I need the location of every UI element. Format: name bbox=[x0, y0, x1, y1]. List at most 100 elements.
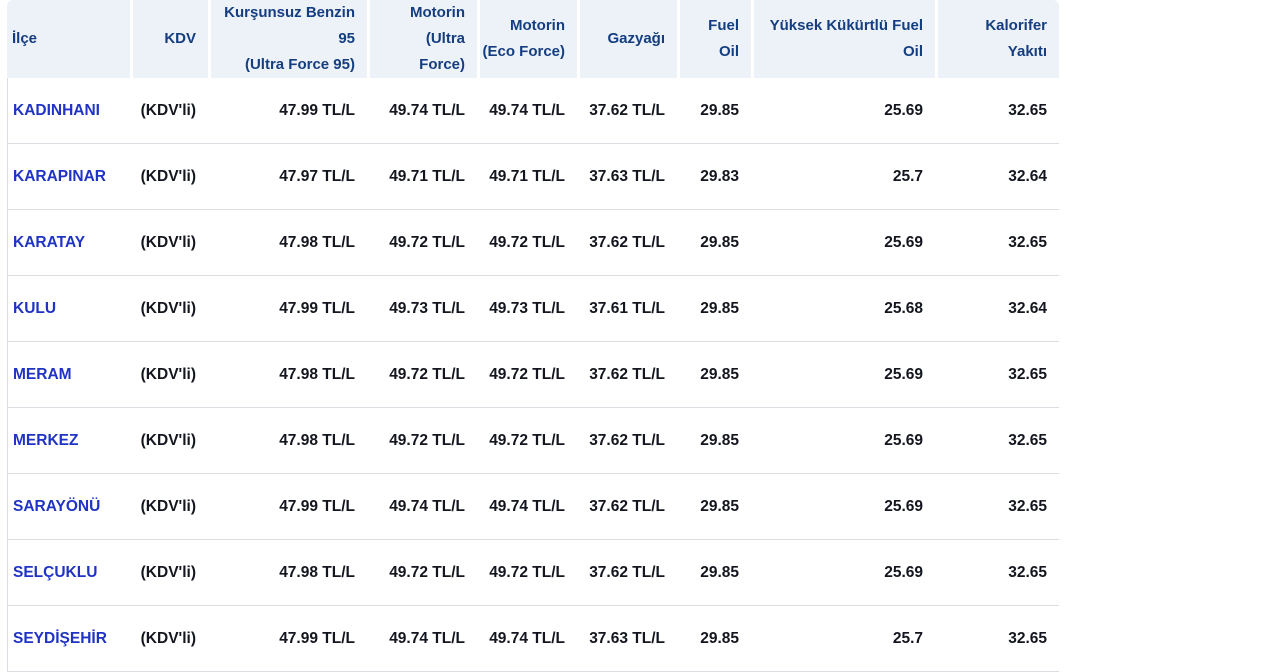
cell-motorin_ultra: 49.73 TL/L bbox=[367, 276, 477, 342]
table-row: SEYDİŞEHİR (KDV'li) 47.99 TL/L 49.74 TL/L 49… bbox=[7, 606, 1059, 672]
district-link[interactable]: MERAM bbox=[13, 365, 72, 383]
column-header-line: Kalorifer bbox=[985, 17, 1047, 34]
district-link[interactable]: SEYDİŞEHİR bbox=[13, 629, 107, 647]
district-link[interactable]: MERKEZ bbox=[13, 431, 79, 449]
district-link[interactable]: KARATAY bbox=[13, 233, 86, 251]
cell-motorin_ultra: 49.74 TL/L bbox=[367, 606, 477, 672]
column-header-kdv: KDV bbox=[130, 0, 208, 78]
cell-benzin95: 47.97 TL/L bbox=[208, 144, 367, 210]
district-link[interactable]: SELÇUKLU bbox=[13, 563, 98, 581]
cell-kdv: (KDV'li) bbox=[130, 78, 208, 144]
district-link[interactable]: SARAYÖNÜ bbox=[13, 497, 101, 515]
table-row: KARAPINAR (KDV'li) 47.97 TL/L 49.71 TL/L 49.… bbox=[7, 144, 1059, 210]
cell-kalorifer: 32.65 bbox=[935, 210, 1059, 276]
table-body: KADINHANI (KDV'li) 47.99 TL/L 49.74 TL/L 49.… bbox=[7, 78, 1059, 672]
cell-yuksek_fuel_oil: 25.69 bbox=[751, 342, 935, 408]
cell-benzin95: 47.99 TL/L bbox=[208, 78, 367, 144]
column-header-line: Fuel bbox=[708, 17, 739, 34]
cell-fuel_oil: 29.85 bbox=[677, 78, 751, 144]
district-link[interactable]: KADINHANI bbox=[13, 101, 100, 119]
cell-gazyagi: 37.62 TL/L bbox=[577, 78, 677, 144]
cell-yuksek_fuel_oil: 25.7 bbox=[751, 144, 935, 210]
fuel-price-table-container: İlçe KDV Kurşunsuz Benzin 95 (Ultra Force 95… bbox=[7, 0, 1059, 672]
cell-motorin_ultra: 49.71 TL/L bbox=[367, 144, 477, 210]
cell-benzin95: 47.99 TL/L bbox=[208, 606, 367, 672]
cell-district: SEYDİŞEHİR bbox=[7, 606, 130, 672]
table-row: KARATAY (KDV'li) 47.98 TL/L 49.72 TL/L 49.72… bbox=[7, 210, 1059, 276]
cell-fuel_oil: 29.85 bbox=[677, 606, 751, 672]
cell-fuel_oil: 29.83 bbox=[677, 144, 751, 210]
cell-kalorifer: 32.65 bbox=[935, 540, 1059, 606]
cell-district: KARAPINAR bbox=[7, 144, 130, 210]
cell-benzin95: 47.98 TL/L bbox=[208, 540, 367, 606]
cell-fuel_oil: 29.85 bbox=[677, 276, 751, 342]
cell-yuksek_fuel_oil: 25.69 bbox=[751, 408, 935, 474]
cell-benzin95: 47.98 TL/L bbox=[208, 210, 367, 276]
cell-yuksek_fuel_oil: 25.69 bbox=[751, 474, 935, 540]
cell-motorin_eco: 49.72 TL/L bbox=[477, 342, 577, 408]
column-header-line: Force) bbox=[419, 56, 465, 73]
cell-motorin_ultra: 49.74 TL/L bbox=[367, 474, 477, 540]
cell-kdv: (KDV'li) bbox=[130, 606, 208, 672]
cell-benzin95: 47.98 TL/L bbox=[208, 342, 367, 408]
cell-gazyagi: 37.62 TL/L bbox=[577, 210, 677, 276]
table-row: KULU (KDV'li) 47.99 TL/L 49.73 TL/L 49.73 TL… bbox=[7, 276, 1059, 342]
cell-motorin_eco: 49.72 TL/L bbox=[477, 540, 577, 606]
column-header-line: Yüksek Kükürtlü Fuel bbox=[769, 17, 923, 34]
cell-district: KADINHANI bbox=[7, 78, 130, 144]
cell-yuksek_fuel_oil: 25.68 bbox=[751, 276, 935, 342]
cell-motorin_ultra: 49.72 TL/L bbox=[367, 540, 477, 606]
column-header-line: Oil bbox=[902, 43, 923, 60]
district-link[interactable]: KARAPINAR bbox=[13, 167, 106, 185]
cell-kalorifer: 32.65 bbox=[935, 408, 1059, 474]
column-header-line: (Eco Force) bbox=[482, 43, 565, 60]
column-header-line: İlçe bbox=[12, 30, 38, 47]
table-row: SARAYÖNÜ (KDV'li) 47.99 TL/L 49.74 TL/L 49.7… bbox=[7, 474, 1059, 540]
cell-kdv: (KDV'li) bbox=[130, 474, 208, 540]
column-header-fuel_oil: Fuel Oil bbox=[677, 0, 751, 78]
cell-benzin95: 47.99 TL/L bbox=[208, 276, 367, 342]
column-header-gazyagi: Gazyağı bbox=[577, 0, 677, 78]
cell-motorin_ultra: 49.74 TL/L bbox=[367, 78, 477, 144]
cell-kalorifer: 32.64 bbox=[935, 276, 1059, 342]
cell-kdv: (KDV'li) bbox=[130, 210, 208, 276]
cell-gazyagi: 37.63 TL/L bbox=[577, 606, 677, 672]
cell-motorin_eco: 49.73 TL/L bbox=[477, 276, 577, 342]
table-row: SELÇUKLU (KDV'li) 47.98 TL/L 49.72 TL/L 49.7… bbox=[7, 540, 1059, 606]
cell-motorin_eco: 49.74 TL/L bbox=[477, 606, 577, 672]
cell-motorin_ultra: 49.72 TL/L bbox=[367, 210, 477, 276]
cell-fuel_oil: 29.85 bbox=[677, 210, 751, 276]
cell-kdv: (KDV'li) bbox=[130, 342, 208, 408]
cell-district: KARATAY bbox=[7, 210, 130, 276]
cell-district: SELÇUKLU bbox=[7, 540, 130, 606]
cell-motorin_ultra: 49.72 TL/L bbox=[367, 342, 477, 408]
cell-kdv: (KDV'li) bbox=[130, 540, 208, 606]
cell-motorin_eco: 49.72 TL/L bbox=[477, 408, 577, 474]
column-header-line: 95 bbox=[338, 30, 355, 47]
column-header-line: Oil bbox=[718, 43, 739, 60]
cell-benzin95: 47.98 TL/L bbox=[208, 408, 367, 474]
cell-motorin_eco: 49.74 TL/L bbox=[477, 78, 577, 144]
cell-fuel_oil: 29.85 bbox=[677, 540, 751, 606]
table-row: MERAM (KDV'li) 47.98 TL/L 49.72 TL/L 49.72 T… bbox=[7, 342, 1059, 408]
cell-fuel_oil: 29.85 bbox=[677, 474, 751, 540]
cell-motorin_eco: 49.72 TL/L bbox=[477, 210, 577, 276]
column-header-line: KDV bbox=[164, 30, 196, 47]
cell-district: MERKEZ bbox=[7, 408, 130, 474]
table-row: MERKEZ (KDV'li) 47.98 TL/L 49.72 TL/L 49.72 … bbox=[7, 408, 1059, 474]
cell-yuksek_fuel_oil: 25.69 bbox=[751, 210, 935, 276]
column-header-line: Yakıtı bbox=[1007, 43, 1047, 60]
district-link[interactable]: KULU bbox=[13, 299, 57, 317]
column-header-line: Motorin bbox=[410, 4, 465, 21]
column-header-line: Motorin bbox=[510, 17, 565, 34]
cell-gazyagi: 37.63 TL/L bbox=[577, 144, 677, 210]
column-header-motorin_eco: Motorin (Eco Force) bbox=[477, 0, 577, 78]
column-header-line: Kurşunsuz Benzin bbox=[224, 4, 355, 21]
table-row: KADINHANI (KDV'li) 47.99 TL/L 49.74 TL/L 49.… bbox=[7, 78, 1059, 144]
cell-gazyagi: 37.62 TL/L bbox=[577, 540, 677, 606]
cell-district: KULU bbox=[7, 276, 130, 342]
cell-benzin95: 47.99 TL/L bbox=[208, 474, 367, 540]
cell-motorin_eco: 49.74 TL/L bbox=[477, 474, 577, 540]
cell-kalorifer: 32.64 bbox=[935, 144, 1059, 210]
cell-kalorifer: 32.65 bbox=[935, 474, 1059, 540]
